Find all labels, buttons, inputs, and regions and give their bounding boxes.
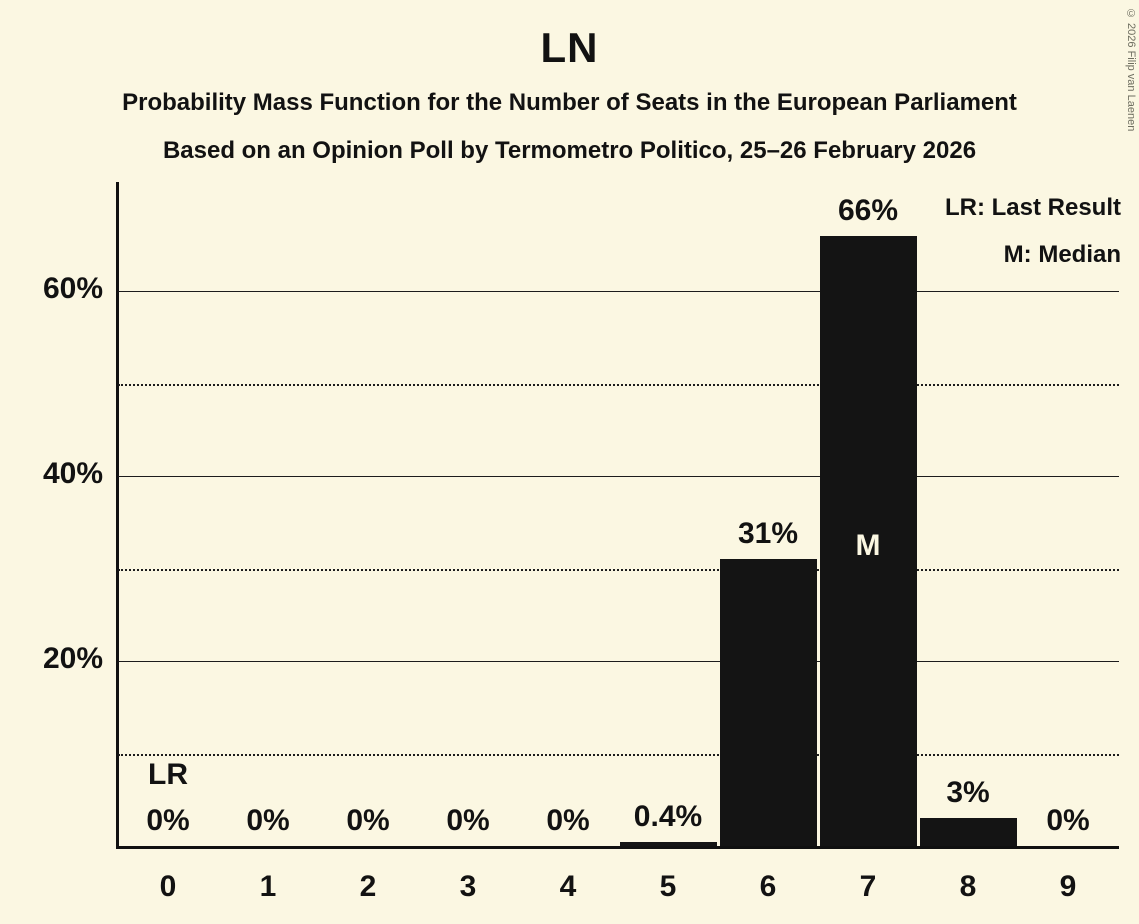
- bar-seats-8: [919, 818, 1017, 846]
- gridline-solid: [118, 661, 1119, 662]
- chart-poll-info: Based on an Opinion Poll by Termometro P…: [162, 137, 977, 164]
- bar-value-label: 0%: [446, 804, 490, 837]
- x-axis-label: 8: [959, 870, 977, 903]
- x-axis-label: 2: [359, 870, 377, 903]
- median-label: M: [855, 528, 881, 562]
- chart-title: LN: [540, 24, 599, 71]
- y-axis-label: 60%: [42, 272, 103, 305]
- bar-value-label: 66%: [837, 193, 899, 227]
- bar-value-label: 0%: [346, 804, 390, 837]
- gridline-solid: [118, 291, 1119, 292]
- chart-subtitle: Probability Mass Function for the Number…: [122, 89, 1017, 116]
- x-axis-label: 6: [759, 870, 777, 903]
- x-axis-label: 3: [459, 870, 477, 903]
- plot-area: 0% 0% 0% 0% 0% 0.4% 31% 66% 3% 0% LR M: [118, 182, 1119, 846]
- last-result-label: LR: [148, 758, 188, 791]
- x-axis-label: 7: [859, 870, 877, 903]
- bar-value-label: 0%: [546, 804, 590, 837]
- bar-value-label: 31%: [737, 517, 799, 551]
- x-axis-label: 4: [559, 870, 577, 903]
- x-axis-label: 5: [659, 870, 677, 903]
- gridline-dotted: [118, 568, 1119, 571]
- gridline-solid: [118, 476, 1119, 477]
- bar-value-label: 0%: [246, 804, 290, 837]
- bar-seats-7: [819, 235, 917, 846]
- bar-seats-5: [619, 842, 717, 846]
- bar-value-label: 0%: [146, 804, 190, 837]
- x-axis-label: 1: [259, 870, 277, 903]
- x-axis-label: 0: [159, 870, 177, 903]
- bar-value-label: 0.4%: [633, 800, 703, 834]
- bar-seats-6: [719, 559, 817, 846]
- bar-value-label: 3%: [946, 776, 990, 810]
- chart-legend: LR: Last Result M: Median: [945, 184, 1121, 278]
- gridline-dotted: [118, 753, 1119, 756]
- copyright-text: © 2026 Filip van Laenen: [1125, 8, 1137, 132]
- x-axis-line: [116, 846, 1119, 849]
- legend-last-result: LR: Last Result: [944, 194, 1121, 221]
- legend-median: M: Median: [1003, 241, 1121, 268]
- y-axis-label: 40%: [42, 457, 103, 490]
- bar-value-label: 0%: [1046, 804, 1090, 837]
- y-axis-label: 20%: [42, 642, 103, 675]
- x-axis-label: 9: [1059, 870, 1077, 903]
- gridline-dotted: [118, 383, 1119, 386]
- y-axis-line: [116, 182, 119, 849]
